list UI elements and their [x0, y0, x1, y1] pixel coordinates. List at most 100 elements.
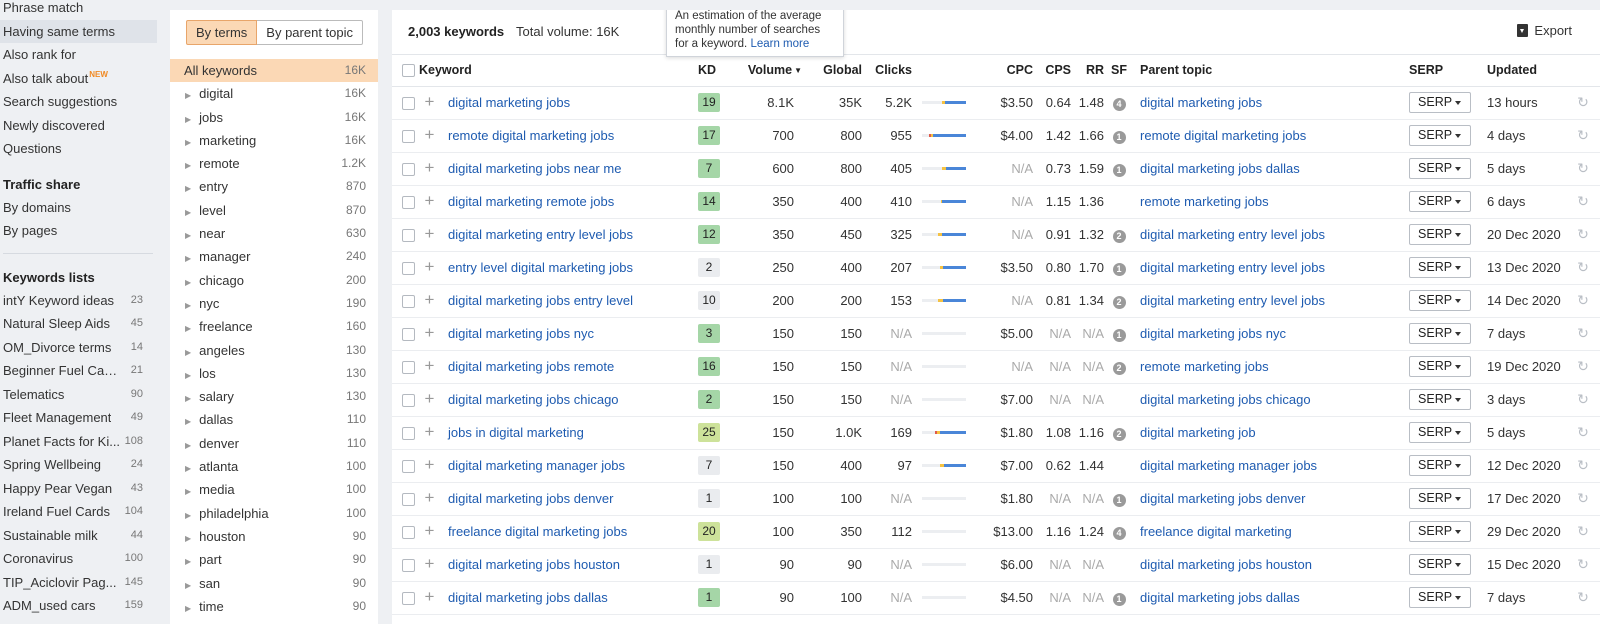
term-item[interactable]: ▶ los 130	[170, 362, 378, 385]
expand-triangle-icon[interactable]: ▶	[185, 277, 192, 287]
keyword-link[interactable]: digital marketing jobs remote	[448, 359, 615, 374]
term-item[interactable]: ▶ jobs 16K	[170, 106, 378, 129]
nav-item-by-domains[interactable]: By domains	[0, 196, 157, 220]
term-item[interactable]: ▶ near 630	[170, 222, 378, 245]
add-to-list-icon[interactable]: +	[424, 224, 435, 243]
refresh-icon[interactable]: ↻	[1577, 127, 1589, 143]
parent-topic-link[interactable]: digital marketing entry level jobs	[1140, 227, 1325, 242]
keyword-link[interactable]: digital marketing jobs	[448, 95, 571, 110]
by-parent-topic-button[interactable]: By parent topic	[257, 20, 364, 45]
serp-features-badge[interactable]: 1	[1112, 262, 1126, 276]
serp-features-badge[interactable]: 4	[1112, 526, 1126, 540]
expand-triangle-icon[interactable]: ▶	[185, 91, 192, 101]
row-checkbox[interactable]	[402, 460, 415, 474]
refresh-icon[interactable]: ↻	[1577, 226, 1589, 242]
expand-triangle-icon[interactable]: ▶	[185, 557, 192, 567]
keyword-link[interactable]: digital marketing jobs near me	[448, 161, 622, 176]
add-to-list-icon[interactable]: +	[424, 389, 435, 408]
keyword-list-item[interactable]: Sustainable milk 44	[0, 524, 157, 548]
add-to-list-icon[interactable]: +	[424, 356, 435, 375]
row-checkbox[interactable]	[402, 427, 415, 441]
parent-topic-link[interactable]: digital marketing jobs chicago	[1140, 392, 1311, 407]
nav-item-having-same-terms[interactable]: Having same terms	[0, 19, 157, 43]
add-to-list-icon[interactable]: +	[424, 422, 435, 441]
expand-triangle-icon[interactable]: ▶	[185, 137, 192, 147]
serp-features-badge[interactable]: 2	[1112, 427, 1126, 441]
row-checkbox[interactable]	[402, 229, 415, 243]
term-item[interactable]: ▶ part 90	[170, 548, 378, 571]
term-item[interactable]: ▶ atlanta 100	[170, 455, 378, 478]
keyword-link[interactable]: digital marketing jobs entry level	[448, 293, 633, 308]
keyword-list-item[interactable]: Happy Pear Vegan 43	[0, 477, 157, 501]
rr-header[interactable]: RR	[1071, 55, 1105, 87]
keyword-list-item[interactable]: Natural Sleep Aids 45	[0, 312, 157, 336]
term-all-keywords[interactable]: All keywords 16K	[170, 59, 378, 83]
export-button[interactable]: Export	[1517, 23, 1572, 38]
add-to-list-icon[interactable]: +	[424, 191, 435, 210]
term-item[interactable]: ▶ freelance 160	[170, 315, 378, 338]
keyword-link[interactable]: digital marketing jobs denver	[448, 491, 614, 506]
add-to-list-icon[interactable]: +	[424, 488, 435, 507]
by-terms-button[interactable]: By terms	[186, 20, 258, 45]
parent-topic-link[interactable]: digital marketing manager jobs	[1140, 458, 1318, 473]
term-item[interactable]: ▶ houston 90	[170, 525, 378, 548]
term-item[interactable]: ▶ nyc 190	[170, 292, 378, 315]
keyword-link[interactable]: freelance digital marketing jobs	[448, 524, 628, 539]
keyword-list-item[interactable]: TIP_Aciclovir Pag... 145	[0, 571, 157, 595]
expand-triangle-icon[interactable]: ▶	[185, 207, 192, 217]
refresh-icon[interactable]: ↻	[1577, 424, 1589, 440]
serp-features-badge[interactable]: 2	[1112, 361, 1126, 375]
expand-triangle-icon[interactable]: ▶	[185, 231, 192, 241]
parent-topic-link[interactable]: digital marketing entry level jobs	[1140, 293, 1325, 308]
term-item[interactable]: ▶ manager 240	[170, 245, 378, 268]
serp-dropdown[interactable]: SERP	[1409, 488, 1472, 509]
clicks-header[interactable]: Clicks	[862, 55, 913, 87]
parent-topic-link[interactable]: remote digital marketing jobs	[1140, 128, 1307, 143]
row-checkbox[interactable]	[402, 328, 415, 342]
serp-dropdown[interactable]: SERP	[1409, 158, 1472, 179]
keyword-link[interactable]: remote digital marketing jobs	[448, 128, 615, 143]
serp-features-badge[interactable]: 4	[1112, 97, 1126, 111]
row-checkbox[interactable]	[402, 526, 415, 540]
row-checkbox[interactable]	[402, 592, 415, 606]
keyword-link[interactable]: digital marketing manager jobs	[448, 458, 626, 473]
nav-item-newly-discovered[interactable]: Newly discovered	[0, 114, 157, 138]
parent-topic-link[interactable]: digital marketing jobs dallas	[1140, 161, 1300, 176]
serp-dropdown[interactable]: SERP	[1409, 257, 1472, 278]
serp-dropdown[interactable]: SERP	[1409, 323, 1472, 344]
refresh-icon[interactable]: ↻	[1577, 160, 1589, 176]
parent-topic-link[interactable]: remote marketing jobs	[1140, 359, 1269, 374]
serp-dropdown[interactable]: SERP	[1409, 587, 1472, 608]
refresh-icon[interactable]: ↻	[1577, 193, 1589, 209]
row-checkbox[interactable]	[402, 97, 415, 111]
parent-topic-link[interactable]: digital marketing entry level jobs	[1140, 260, 1325, 275]
refresh-icon[interactable]: ↻	[1577, 292, 1589, 308]
expand-triangle-icon[interactable]: ▶	[185, 603, 192, 613]
refresh-icon[interactable]: ↻	[1577, 589, 1589, 605]
term-item[interactable]: ▶ media 100	[170, 478, 378, 501]
keyword-link[interactable]: entry level digital marketing jobs	[448, 260, 633, 275]
row-checkbox[interactable]	[402, 130, 415, 144]
expand-triangle-icon[interactable]: ▶	[185, 464, 192, 474]
expand-triangle-icon[interactable]: ▶	[185, 161, 192, 171]
expand-triangle-icon[interactable]: ▶	[185, 510, 192, 520]
keyword-link[interactable]: jobs in digital marketing	[448, 425, 584, 440]
parent-topic-link[interactable]: freelance digital marketing	[1140, 524, 1292, 539]
add-to-list-icon[interactable]: +	[424, 290, 435, 309]
row-checkbox[interactable]	[402, 262, 415, 276]
nav-item-by-pages[interactable]: By pages	[0, 219, 157, 243]
expand-triangle-icon[interactable]: ▶	[185, 347, 192, 357]
serp-features-badge[interactable]: 1	[1112, 328, 1126, 342]
add-to-list-icon[interactable]: +	[424, 455, 435, 474]
refresh-icon[interactable]: ↻	[1577, 490, 1589, 506]
expand-triangle-icon[interactable]: ▶	[185, 394, 192, 404]
keyword-list-item[interactable]: Ireland Fuel Cards 104	[0, 500, 157, 524]
term-item[interactable]: ▶ chicago 200	[170, 269, 378, 292]
term-item[interactable]: ▶ philadelphia 100	[170, 502, 378, 525]
term-item[interactable]: ▶ san 90	[170, 572, 378, 595]
expand-triangle-icon[interactable]: ▶	[185, 324, 192, 334]
keyword-link[interactable]: digital marketing jobs nyc	[448, 326, 594, 341]
serp-dropdown[interactable]: SERP	[1409, 554, 1472, 575]
term-item[interactable]: ▶ dallas 110	[170, 408, 378, 431]
term-item[interactable]: ▶ denver 110	[170, 432, 378, 455]
